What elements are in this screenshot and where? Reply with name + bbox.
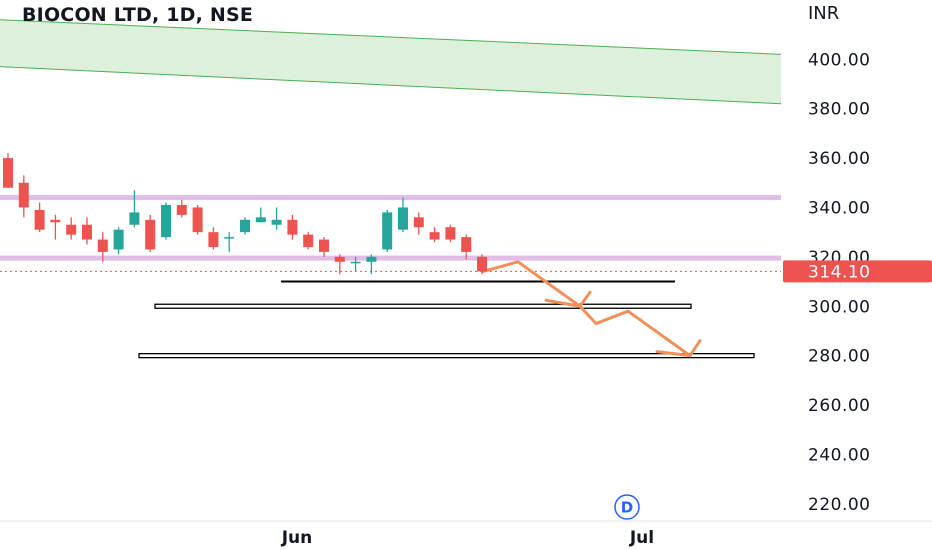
- forecast-arrowhead-2: [655, 339, 702, 358]
- y-tick-label: 220.00: [808, 495, 870, 515]
- candle-body: [224, 237, 235, 239]
- candle-body: [303, 234, 314, 247]
- y-tick-label: 260.00: [808, 396, 870, 416]
- y-tick-label: 360.00: [808, 149, 870, 169]
- candles-group: [3, 153, 487, 275]
- y-tick-label: 240.00: [808, 445, 870, 465]
- candle-body: [176, 204, 187, 215]
- candle-body: [50, 219, 61, 223]
- candle-body: [34, 209, 45, 230]
- last-price-tag: [783, 260, 932, 283]
- candle-body: [350, 261, 361, 264]
- candle-body: [413, 217, 424, 228]
- y-tick-label: 400.00: [808, 50, 870, 70]
- candle-body: [271, 219, 282, 225]
- candle-body: [429, 232, 440, 240]
- candle-body: [382, 212, 393, 250]
- forecast-arrowhead-1: [544, 290, 592, 308]
- candle-body: [97, 239, 108, 252]
- forecast-path: [481, 260, 692, 358]
- last-price-label: 314.10: [808, 262, 870, 282]
- support-line-2: [154, 303, 692, 309]
- candle-body: [366, 256, 377, 262]
- resistance-zone: [0, 195, 781, 201]
- candle-body: [477, 256, 487, 272]
- candle-body: [145, 219, 156, 250]
- candle-body: [161, 204, 171, 238]
- candle-body: [18, 182, 29, 208]
- dividend-badge-circle: [614, 494, 640, 520]
- candle-body: [192, 207, 203, 233]
- candle-body: [319, 239, 329, 252]
- x-tick-label: Jul: [629, 528, 654, 548]
- candle-body: [66, 224, 77, 235]
- channel-fill: [0, 19, 781, 104]
- x-tick-label: Jun: [281, 528, 313, 548]
- candle-body: [334, 256, 345, 262]
- support-line-3: [138, 352, 755, 359]
- candle-body: [398, 207, 408, 230]
- candle-body: [240, 219, 250, 233]
- support-zone: [0, 255, 781, 261]
- candle-body: [82, 224, 92, 240]
- y-tick-label: 300.00: [808, 297, 870, 317]
- dividend-badge-letter: D: [621, 499, 633, 517]
- y-tick-label: 280.00: [808, 347, 870, 367]
- candle-body: [255, 217, 266, 223]
- candle-body: [208, 232, 219, 247]
- candle-body: [461, 237, 472, 252]
- y-tick-label: 380.00: [808, 100, 870, 120]
- candle-body: [287, 219, 298, 235]
- candle-body: [445, 227, 456, 240]
- currency-label: INR: [808, 3, 840, 24]
- channel-upper-line: [0, 19, 782, 55]
- symbol-title: BIOCON LTD, 1D, NSE: [22, 4, 254, 26]
- candle-body: [113, 229, 124, 250]
- channel-lower-line: [0, 66, 782, 105]
- y-tick-label: 340.00: [808, 198, 870, 218]
- candle-body: [129, 212, 140, 225]
- candle-body: [3, 158, 13, 188]
